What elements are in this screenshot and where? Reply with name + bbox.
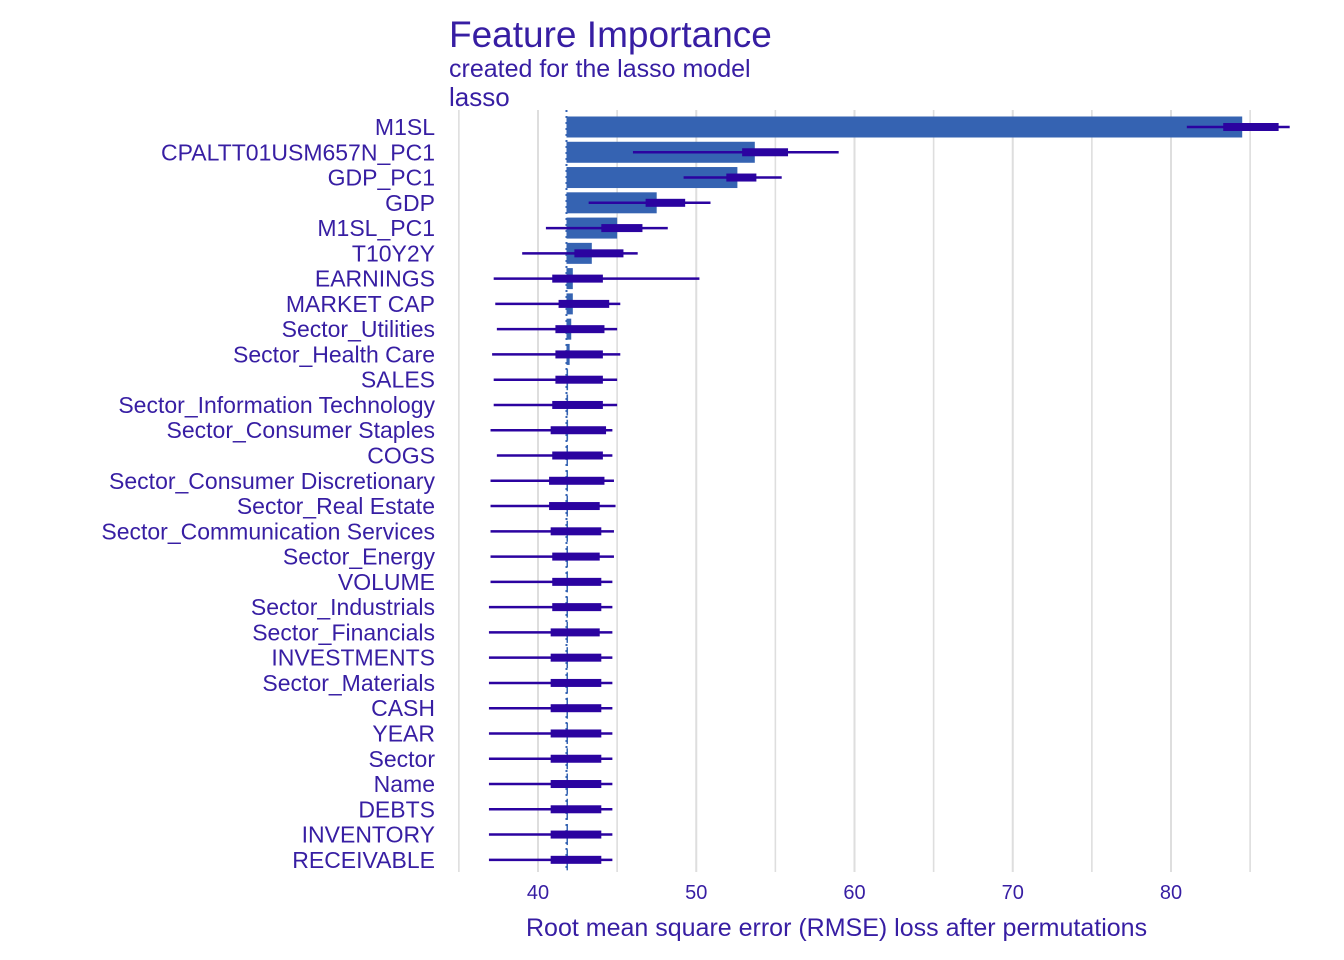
x-tick-label: 80 [1160, 882, 1182, 904]
boxplot-iqr [550, 830, 602, 839]
x-axis-label: Root mean square error (RMSE) loss after… [526, 914, 1148, 942]
boxplot-iqr [549, 502, 600, 511]
feature-label: Sector_Industrials [251, 594, 435, 620]
boxplot-iqr [742, 148, 789, 157]
boxplot-iqr [552, 577, 602, 586]
feature-label: GDP_PC1 [328, 165, 435, 191]
feature-label: INVESTMENTS [271, 645, 435, 671]
feature-label: Sector [369, 746, 436, 772]
feature-label: VOLUME [338, 569, 435, 595]
boxplot-iqr [726, 173, 757, 182]
feature-label: Name [374, 771, 435, 797]
boxplot-iqr [555, 325, 605, 334]
feature-label: T10Y2Y [352, 240, 435, 266]
feature-label: GDP [385, 190, 435, 216]
feature-label: CASH [371, 695, 435, 721]
chart-title: Feature Importance [449, 14, 772, 55]
boxplot-iqr [550, 628, 600, 637]
boxplot-iqr [550, 855, 602, 864]
boxplot-iqr [1223, 123, 1279, 131]
feature-label: Sector_Utilities [282, 316, 435, 342]
feature-label: Sector_Health Care [233, 341, 435, 367]
boxplot-iqr [601, 224, 643, 233]
feature-label: RECEIVABLE [292, 847, 435, 873]
boxplot-iqr [555, 375, 603, 384]
boxplot-iqr [550, 653, 602, 662]
boxplot-iqr [550, 729, 602, 738]
feature-label: Sector_Consumer Discretionary [109, 468, 435, 494]
boxplot-iqr [574, 249, 624, 258]
boxplot-iqr [550, 426, 607, 435]
feature-label: DEBTS [358, 796, 435, 822]
boxplot-iqr [555, 350, 603, 359]
feature-label: Sector_Energy [283, 544, 436, 570]
boxplot-iqr [552, 274, 603, 283]
feature-label: M1SL [375, 114, 435, 140]
feature-label: SALES [361, 367, 435, 393]
x-tick-label: 60 [843, 882, 865, 904]
boxplot-iqr [558, 299, 610, 308]
feature-label: MARKET CAP [286, 291, 435, 317]
importance-bar [566, 116, 1243, 138]
boxplot-iqr [550, 704, 602, 713]
importance-bar [566, 167, 738, 189]
feature-label: Sector_Materials [262, 670, 435, 696]
feature-label: EARNINGS [315, 266, 435, 292]
panel-label: lasso [449, 82, 510, 112]
boxplot-iqr [552, 552, 600, 561]
feature-label: Sector_Real Estate [237, 493, 435, 519]
boxplot-iqr [550, 527, 602, 536]
x-axis-ticks: 40 50 60 70 80 [527, 882, 1182, 904]
chart-subtitle: created for the lasso model [449, 55, 751, 83]
boxplot-iqr [552, 603, 602, 612]
boxplot-iqr [550, 805, 602, 814]
feature-label: Sector_Information Technology [118, 392, 435, 418]
feature-label: Sector_Communication Services [101, 518, 435, 544]
boxplot-iqr [549, 476, 605, 485]
feature-label: INVENTORY [302, 822, 435, 848]
importance-bars [566, 116, 1243, 871]
feature-label: YEAR [372, 720, 435, 746]
boxplot-iqr [552, 400, 603, 409]
boxplot-iqr [645, 198, 686, 207]
feature-label: COGS [367, 443, 435, 469]
x-tick-label: 40 [527, 882, 549, 904]
x-tick-label: 70 [1002, 882, 1024, 904]
permutation-boxplots [488, 123, 1290, 864]
boxplot-iqr [550, 678, 602, 687]
x-tick-label: 50 [685, 882, 707, 904]
feature-label: M1SL_PC1 [317, 215, 435, 241]
feature-label: CPALTT01USM657N_PC1 [161, 139, 435, 165]
feature-label: Sector_Consumer Staples [167, 417, 435, 443]
feature-labels: M1SLCPALTT01USM657N_PC1GDP_PC1GDPM1SL_PC… [101, 114, 435, 873]
boxplot-iqr [552, 451, 603, 460]
feature-label: Sector_Financials [252, 619, 435, 645]
boxplot-iqr [550, 754, 602, 763]
boxplot-iqr [550, 780, 602, 789]
